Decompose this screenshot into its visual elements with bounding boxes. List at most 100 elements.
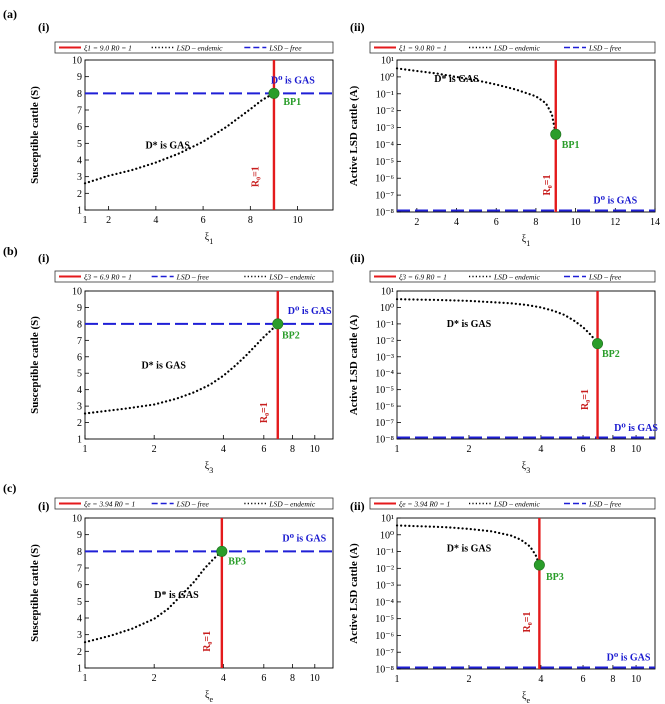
x-tick-label: 10 <box>631 444 641 455</box>
x-tick-label: 2 <box>466 444 471 455</box>
y-tick-label: 10⁻⁸ <box>375 208 394 219</box>
y-tick-label: 9 <box>77 72 82 83</box>
y-tick-label: 4 <box>77 156 82 167</box>
annotation-free-gas: D⁰ is GAS <box>607 653 651 664</box>
x-tick-label: 1 <box>83 215 88 226</box>
legend-box <box>54 497 334 510</box>
y-tick-label: 2 <box>77 647 82 658</box>
y-tick-label: 5 <box>77 369 82 380</box>
y-tick-label: 10 <box>72 287 82 298</box>
legend-entry-2: LSD – free <box>268 44 302 53</box>
y-tick-label: 10 <box>72 56 82 67</box>
y-tick-label: 10⁻⁸ <box>375 435 394 446</box>
plot-frame <box>396 290 656 440</box>
y-axis-label: Active LSD cattle (A) <box>348 314 360 415</box>
legend-entry-0: ξ3 = 6.9 R0 = 1 <box>84 273 132 282</box>
annotation-endemic-gas: D* is GAS <box>447 319 492 330</box>
y-tick-label: 10⁻³ <box>376 581 394 592</box>
y-tick-label: 10⁻⁵ <box>375 385 394 396</box>
y-tick-label: 10⁻⁶ <box>375 174 394 185</box>
plot-frame <box>396 517 656 670</box>
bifurcation-label: BP3 <box>546 572 564 583</box>
bifurcation-label: BP2 <box>602 349 620 360</box>
y-tick-label: 5 <box>77 139 82 150</box>
y-tick-label: 7 <box>77 106 82 117</box>
x-tick-label: 8 <box>533 217 538 228</box>
x-axis-subscript: e <box>209 695 213 704</box>
annotation-free-gas: D⁰ is GAS <box>288 306 332 317</box>
bifurcation-point <box>550 128 562 140</box>
legend-entry-0: ξe = 3.94 R0 = 1 <box>399 500 450 509</box>
annotation-r0: R₀=1 <box>202 631 213 652</box>
y-tick-label: 10⁻⁴ <box>375 369 394 380</box>
y-axis-label: Susceptible cattle (S) <box>29 86 41 184</box>
annotation-r0: R₀=1 <box>542 175 553 196</box>
x-tick-label: 4 <box>538 444 543 455</box>
y-axis-label: Active LSD cattle (A) <box>348 85 360 186</box>
series-lsd-endemic <box>83 322 279 415</box>
y-tick-label: 7 <box>77 336 82 347</box>
series-lsd-endemic <box>83 92 276 185</box>
plot-frame <box>84 290 334 440</box>
y-tick-label: 3 <box>77 172 82 183</box>
panel-label-c-ii: (ii) <box>350 499 365 513</box>
annotation-free-gas: D⁰ is GAS <box>271 75 315 86</box>
annotation-endemic-gas: D* is GAS <box>154 590 199 601</box>
x-tick-label: 6 <box>494 217 499 228</box>
chart-c-i: ξe = 3.94 R0 = 1 LSD – free LSD – endemic 1… <box>29 497 334 704</box>
y-tick-label: 10⁻³ <box>376 352 394 363</box>
x-tick-label: 2 <box>106 215 111 226</box>
annotation-free-gas: D⁰ is GAS <box>282 533 326 544</box>
annotation-endemic-gas: D* is GAS <box>145 140 190 151</box>
chart-a-ii: ξ1 = 9.0 R0 = 1 LSD – endemic LSD – free 10… <box>348 41 660 248</box>
y-tick-label: 1 <box>77 435 82 446</box>
legend-entry-1: LSD – endemic <box>176 44 223 53</box>
x-tick-label: 8 <box>610 444 615 455</box>
bifurcation-label: BP1 <box>283 97 301 108</box>
x-tick-label: 10 <box>310 444 320 455</box>
x-tick-label: 6 <box>201 215 206 226</box>
legend-entry-2: LSD – endemic <box>268 273 315 282</box>
y-tick-label: 10⁻¹ <box>376 319 394 330</box>
x-tick-label: 4 <box>153 215 158 226</box>
annotation-r0: R₀=1 <box>251 166 262 187</box>
y-tick-label: 10⁻³ <box>376 123 394 134</box>
x-tick-label: 4 <box>454 217 459 228</box>
legend-entry-0: ξ1 = 9.0 R0 = 1 <box>84 44 132 53</box>
panel-label-a-ii: (ii) <box>350 20 365 34</box>
y-tick-label: 9 <box>77 303 82 314</box>
y-axis-label: Active LSD cattle (A) <box>348 543 360 644</box>
panel-label-c-i: (i) <box>38 499 49 513</box>
y-tick-label: 10⁻² <box>376 564 394 575</box>
legend-box <box>369 270 656 283</box>
x-axis-label: ξ3 <box>522 461 530 475</box>
series-lsd-endemic <box>83 550 223 644</box>
x-tick-label: 8 <box>610 674 615 685</box>
legend-entry-1: LSD – endemic <box>493 273 540 282</box>
y-tick-label: 2 <box>77 189 82 200</box>
bifurcation-point <box>592 338 604 350</box>
y-tick-label: 1 <box>77 664 82 675</box>
annotation-free-gas: D⁰ is GAS <box>593 196 637 207</box>
x-axis-label: ξe <box>522 691 530 704</box>
x-tick-label: 12 <box>610 217 620 228</box>
legend-box <box>54 41 334 54</box>
x-tick-label: 4 <box>221 673 226 684</box>
y-tick-label: 8 <box>77 319 82 330</box>
y-tick-label: 1 <box>77 206 82 217</box>
row-label-b: (b) <box>3 244 18 258</box>
x-tick-label: 6 <box>581 444 586 455</box>
x-tick-label: 10 <box>631 674 641 685</box>
legend-entry-2: LSD – endemic <box>268 500 315 509</box>
x-tick-label: 6 <box>261 673 266 684</box>
y-tick-label: 10 <box>72 514 82 525</box>
x-tick-label: 8 <box>290 444 295 455</box>
y-tick-label: 3 <box>77 630 82 641</box>
legend-entry-2: LSD – free <box>588 44 622 53</box>
y-tick-label: 6 <box>77 580 82 591</box>
chart-b-ii: ξ3 = 6.9 R0 = 1 LSD – endemic LSD – free 10… <box>348 270 658 475</box>
y-tick-label: 10⁻⁷ <box>375 418 394 429</box>
x-tick-label: 8 <box>248 215 253 226</box>
y-tick-label: 10⁻⁸ <box>375 665 394 676</box>
bifurcation-label: BP3 <box>228 557 246 568</box>
